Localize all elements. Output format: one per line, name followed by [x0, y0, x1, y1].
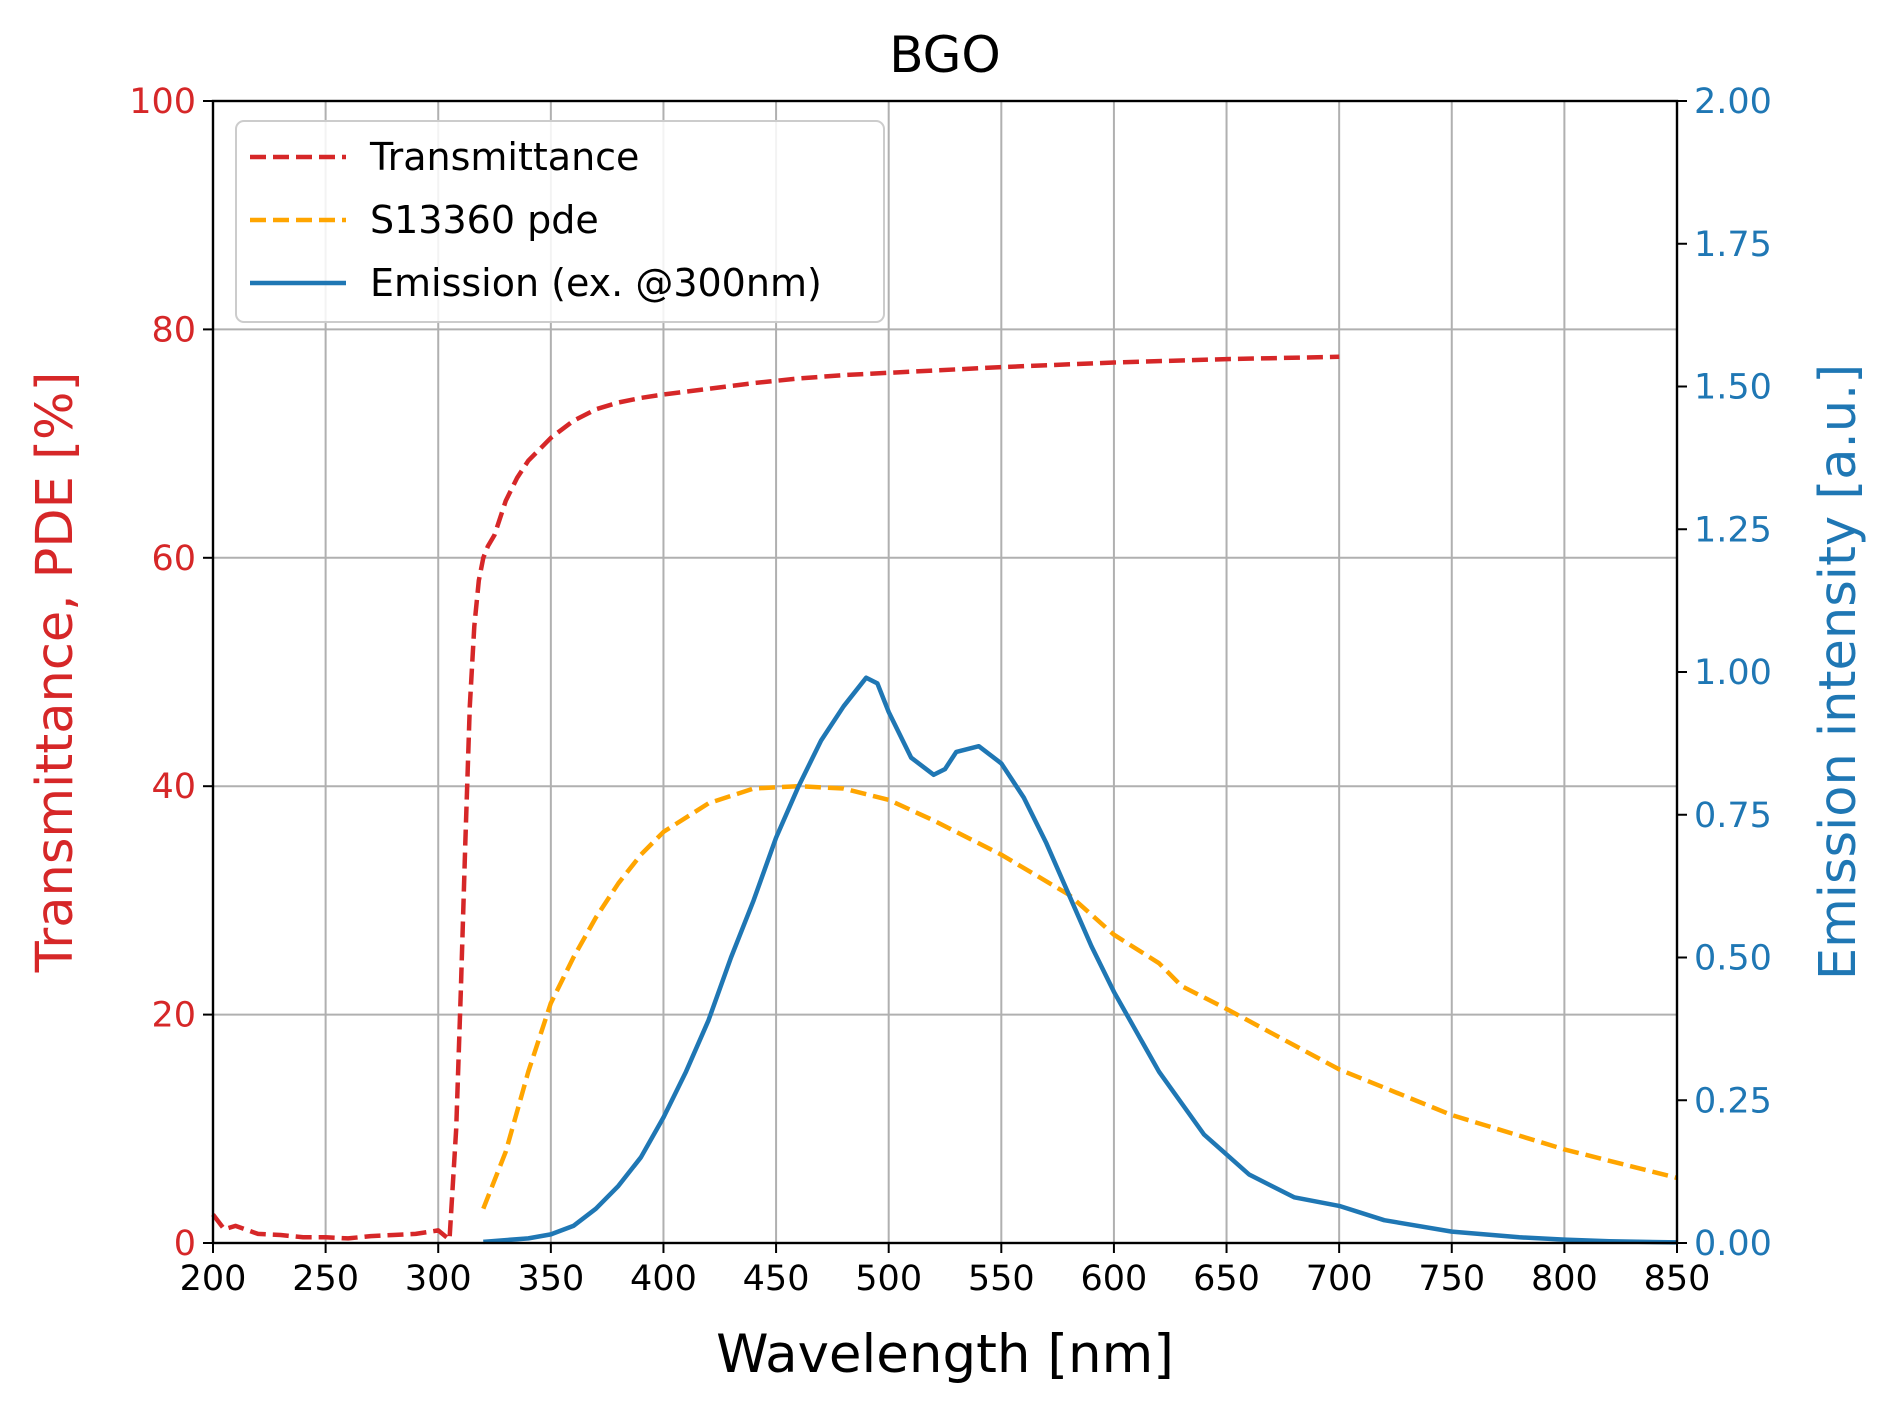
x-tick-label: 800 [1531, 1259, 1598, 1299]
y-right-tick-label: 2.00 [1694, 82, 1772, 122]
legend-label-transmittance: Transmittance [369, 135, 639, 179]
x-tick-label: 700 [1306, 1259, 1373, 1299]
y-right-tick-label: 0.25 [1694, 1081, 1772, 1121]
x-tick-label: 550 [968, 1259, 1035, 1299]
legend-label-emission: Emission (ex. @300nm) [370, 261, 822, 305]
y-left-tick-label: 40 [151, 767, 196, 807]
x-tick-label: 200 [180, 1259, 247, 1299]
x-axis-label: Wavelength [nm] [716, 1324, 1174, 1385]
axis-ticks: 200 250 300 350 400 450 500 550 600 650 700 750 800 8… [129, 82, 1772, 1299]
legend-label-pde: S13360 pde [370, 198, 599, 242]
x-tick-label: 650 [1193, 1259, 1260, 1299]
x-tick-label: 250 [292, 1259, 359, 1299]
x-tick-label: 600 [1081, 1259, 1148, 1299]
y-left-tick-label: 20 [151, 996, 196, 1036]
series-pde-line [481, 783, 1678, 1210]
x-tick-label: 500 [855, 1259, 922, 1299]
y-left-tick-label: 60 [151, 539, 196, 579]
series-layer [211, 354, 1678, 1245]
chart-title: BGO [889, 26, 1001, 84]
y-right-tick-label: 1.50 [1694, 368, 1772, 408]
x-tick-label: 850 [1644, 1259, 1711, 1299]
series-emission-line [483, 675, 1678, 1245]
y-left-tick-label: 0 [174, 1224, 196, 1264]
y-right-tick-label: 1.25 [1694, 510, 1772, 550]
y-right-tick-label: 1.75 [1694, 225, 1772, 265]
y-left-tick-label: 80 [151, 310, 196, 350]
legend-box [235, 120, 885, 323]
y-right-tick-label: 0.50 [1694, 939, 1772, 979]
x-tick-label: 400 [630, 1259, 697, 1299]
y-left-tick-label: 100 [129, 82, 196, 122]
legend: Transmittance S13360 pde Emission (ex. @… [235, 120, 885, 323]
series-transmittance-line [211, 354, 1340, 1242]
y-left-axis-label: Transmittance, PDE [%] [26, 372, 85, 974]
y-right-tick-label: 1.00 [1694, 653, 1772, 693]
y-right-tick-label: 0.75 [1694, 796, 1772, 836]
x-tick-label: 750 [1418, 1259, 1485, 1299]
x-tick-label: 450 [743, 1259, 810, 1299]
x-tick-label: 350 [517, 1259, 584, 1299]
y-right-axis-label: Emission intensity [a.u.] [1809, 364, 1868, 980]
x-tick-label: 300 [405, 1259, 472, 1299]
y-right-tick-label: 0.00 [1694, 1224, 1772, 1264]
